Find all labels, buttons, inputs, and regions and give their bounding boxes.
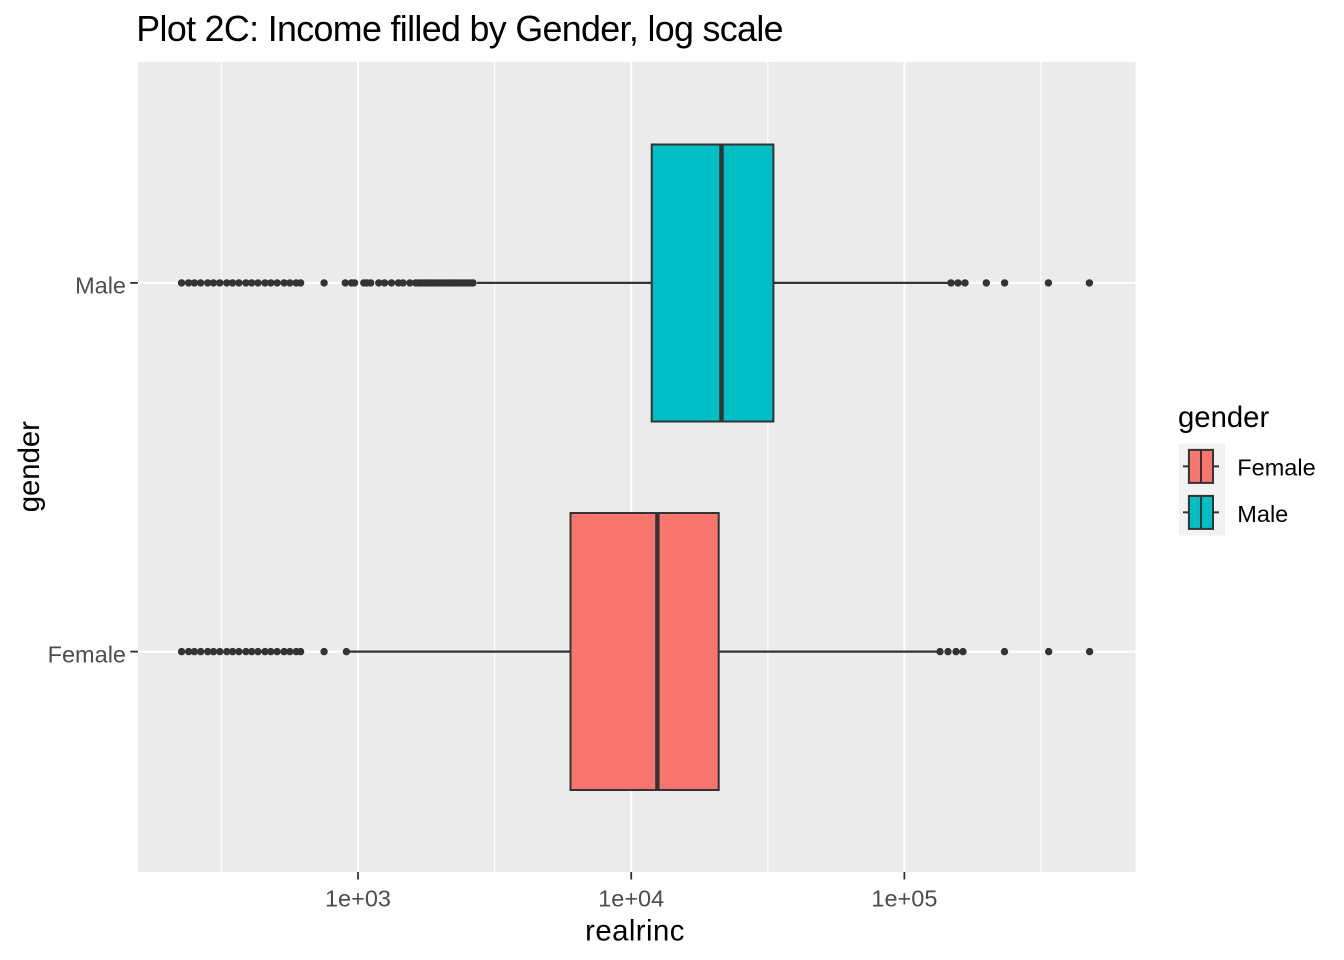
- svg-text:Female: Female: [1237, 454, 1315, 480]
- svg-text:gender: gender: [13, 421, 46, 512]
- svg-text:Plot 2C: Income filled by Gend: Plot 2C: Income filled by Gender, log sc…: [136, 9, 783, 49]
- svg-text:1e+03: 1e+03: [325, 886, 391, 912]
- svg-text:Female: Female: [48, 641, 126, 667]
- svg-text:1e+05: 1e+05: [871, 886, 937, 912]
- svg-text:realrinc: realrinc: [585, 914, 685, 947]
- svg-text:Male: Male: [1237, 501, 1288, 527]
- svg-text:1e+04: 1e+04: [598, 886, 664, 912]
- svg-text:gender: gender: [1178, 401, 1269, 434]
- svg-text:Male: Male: [75, 273, 126, 299]
